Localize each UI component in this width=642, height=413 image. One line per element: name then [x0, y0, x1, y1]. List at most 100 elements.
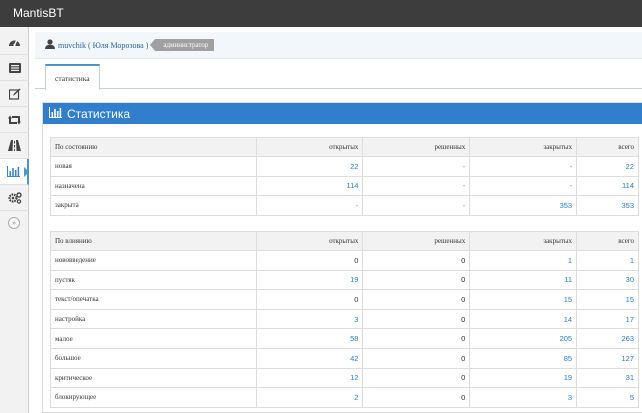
- count-cell-resolved: 0: [362, 250, 471, 271]
- count-cell-total[interactable]: 127: [576, 347, 639, 369]
- user-link[interactable]: muvchik ( Юля Морозова ): [58, 40, 149, 50]
- count-cell-resolved: 0: [362, 269, 471, 291]
- column-header: закрытых: [469, 137, 578, 157]
- count-cell-resolved: -: [362, 195, 471, 216]
- count-cell-closed[interactable]: 19: [469, 367, 578, 389]
- sidebar-item-summary[interactable]: [0, 159, 29, 185]
- sidebar-item-dashboard[interactable]: [0, 29, 29, 55]
- table-row: пустяк 19 0 11 30: [50, 269, 639, 291]
- count-cell-total[interactable]: 1: [576, 250, 639, 271]
- breadcrumb: muvchik ( Юля Морозова ) администратор: [35, 32, 642, 59]
- column-header: По состоянию: [50, 137, 257, 157]
- navbar: MantisBT: [0, 0, 642, 27]
- tab-statistics[interactable]: статистика: [45, 64, 100, 90]
- row-label: большое: [50, 347, 257, 369]
- count-cell-total[interactable]: 30: [576, 269, 639, 291]
- count-cell-closed: -: [469, 175, 578, 197]
- column-header: всего: [576, 231, 639, 251]
- table-header-row: По состоянию открытых решенных закрытых …: [50, 137, 639, 157]
- table-row: новая 22- -22: [50, 156, 639, 177]
- list-icon: [8, 62, 21, 73]
- table-row: настройка 3 0 14 17: [50, 308, 639, 330]
- count-cell-total[interactable]: 263: [576, 328, 639, 349]
- count-cell-closed[interactable]: 3: [469, 387, 578, 408]
- count-cell-closed[interactable]: 11: [469, 269, 578, 291]
- user-icon: [45, 39, 55, 51]
- column-header: всего: [576, 137, 639, 157]
- sidebar-item-view-issues[interactable]: [0, 55, 29, 81]
- count-cell-resolved: 0: [362, 328, 471, 349]
- count-cell-resolved: 0: [362, 387, 471, 408]
- count-cell-open: -: [255, 195, 364, 216]
- cogs-icon: [7, 191, 22, 204]
- table-row: блокирующее 2 0 3 5: [50, 387, 639, 408]
- sidebar-item-roadmap[interactable]: [0, 133, 29, 159]
- count-cell-closed: -: [469, 156, 578, 177]
- count-cell-total[interactable]: 22: [576, 156, 639, 177]
- column-header: решенных: [362, 137, 471, 157]
- bar-chart-icon: [49, 107, 62, 120]
- count-cell-total[interactable]: 17: [576, 308, 639, 330]
- count-cell-open[interactable]: 19: [255, 269, 364, 291]
- count-cell-resolved: 0: [362, 367, 471, 389]
- app-brand[interactable]: MantisBT: [13, 6, 64, 20]
- count-cell-closed[interactable]: 15: [469, 289, 578, 310]
- count-cell-open[interactable]: 3: [255, 308, 364, 330]
- table-row: малое 58 0 205 263: [50, 328, 639, 349]
- column-header: По влиянию: [50, 231, 257, 251]
- count-cell-resolved: 0: [362, 289, 471, 310]
- sidebar-item-manage[interactable]: [0, 185, 29, 211]
- count-cell-closed[interactable]: 353: [469, 195, 578, 216]
- table-row: нововведение 0 0 1 1: [50, 250, 639, 271]
- retweet-icon: [8, 115, 21, 125]
- sidebar: »: [0, 27, 29, 413]
- table-row: текст/опечатка 0 0 15 15: [50, 289, 639, 310]
- count-cell-open[interactable]: 42: [255, 347, 364, 369]
- table-header-row: По влиянию открытых решенных закрытых вс…: [50, 231, 639, 251]
- count-cell-resolved: -: [362, 175, 471, 197]
- sidebar-item-report-issue[interactable]: [0, 81, 29, 107]
- count-cell-total[interactable]: 5: [576, 387, 639, 408]
- column-header: открытых: [255, 231, 364, 251]
- role-badge: администратор: [150, 39, 215, 51]
- row-label: критическое: [50, 367, 257, 389]
- count-cell-total[interactable]: 15: [576, 289, 639, 310]
- sidebar-collapse-button[interactable]: »: [8, 217, 20, 229]
- count-cell-closed[interactable]: 14: [469, 308, 578, 330]
- count-cell-total[interactable]: 31: [576, 367, 639, 389]
- count-cell-open[interactable]: 12: [255, 367, 364, 389]
- count-cell-closed[interactable]: 85: [469, 347, 578, 369]
- table-row: большое 42 0 85 127: [50, 347, 639, 369]
- count-cell-open[interactable]: 22: [255, 156, 364, 177]
- road-icon: [8, 140, 21, 151]
- bar-chart-icon: [7, 166, 20, 177]
- count-cell-total[interactable]: 114: [576, 175, 639, 197]
- row-label: малое: [50, 328, 257, 349]
- count-cell-closed[interactable]: 205: [469, 328, 578, 349]
- table-row: закрыта - -353 353: [50, 195, 639, 216]
- row-label: настройка: [50, 308, 257, 330]
- widget-title: Статистика: [67, 106, 131, 121]
- count-cell-open: 0: [255, 289, 364, 310]
- row-label: блокирующее: [50, 387, 257, 408]
- count-cell-total[interactable]: 353: [576, 195, 639, 216]
- row-label: назначена: [50, 175, 257, 197]
- column-header: решенных: [362, 231, 471, 251]
- count-cell-open[interactable]: 114: [255, 175, 364, 197]
- table-row: назначена 114- -114: [50, 175, 639, 197]
- row-label: текст/опечатка: [50, 289, 257, 310]
- table-row: критическое 12 0 19 31: [50, 367, 639, 389]
- count-cell-resolved: 0: [362, 308, 471, 330]
- tab-bar: статистика: [35, 62, 642, 90]
- dashboard-icon: [8, 36, 21, 47]
- count-cell-closed[interactable]: 1: [469, 250, 578, 271]
- double-angle-right-icon: »: [12, 219, 16, 227]
- row-label: новая: [50, 156, 257, 177]
- severity-table: По влиянию открытых решенных закрытых вс…: [50, 231, 639, 408]
- count-cell-open[interactable]: 58: [255, 328, 364, 349]
- status-table: По состоянию открытых решенных закрытых …: [50, 137, 639, 216]
- sidebar-item-changelog[interactable]: [0, 107, 29, 133]
- row-label: нововведение: [50, 250, 257, 271]
- row-label: закрыта: [50, 195, 257, 216]
- count-cell-open[interactable]: 2: [255, 387, 364, 408]
